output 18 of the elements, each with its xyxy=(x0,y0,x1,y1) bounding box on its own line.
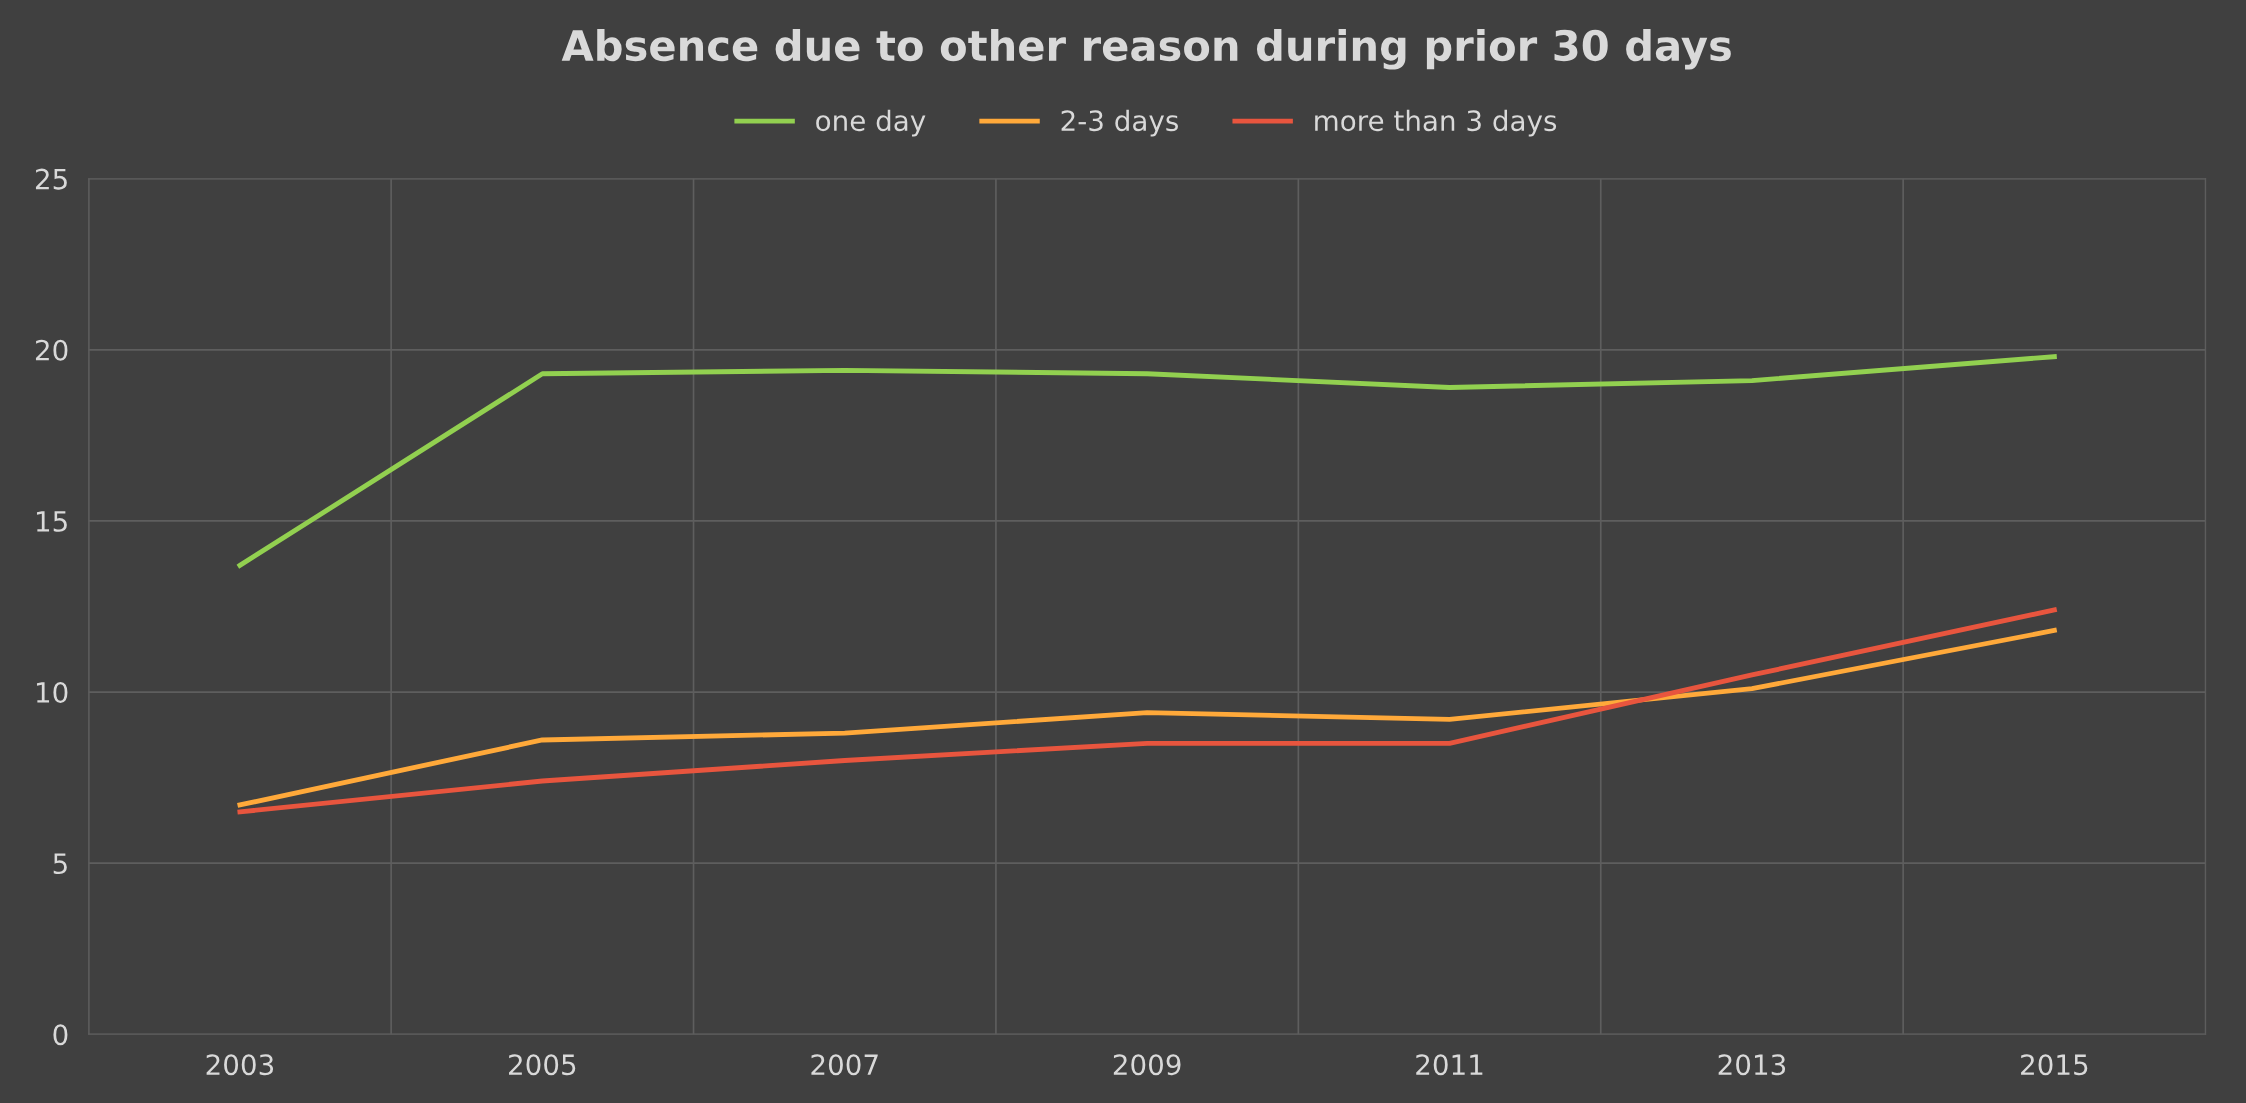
x-tick-label: 2009 xyxy=(1113,1054,1181,1076)
chart-title: Absence due to other reason during prior 30 days xyxy=(561,28,1731,70)
x-tick-label: 2013 xyxy=(1718,1054,1786,1076)
y-tick-label: 20 xyxy=(35,339,68,361)
y-tick-label: 25 xyxy=(35,168,67,190)
y-tick-label: 15 xyxy=(36,511,67,532)
x-tick-label: 2015 xyxy=(2021,1054,2088,1076)
x-tick-label: 2005 xyxy=(509,1054,576,1076)
y-tick-label: 0 xyxy=(53,1024,68,1046)
x-tick-label: 2003 xyxy=(206,1054,274,1076)
y-tick-label: 5 xyxy=(53,853,67,875)
y-tick-label: 10 xyxy=(36,681,68,703)
legend-label: more than 3 days xyxy=(1315,109,1557,137)
x-tick-label: 2011 xyxy=(1416,1054,1483,1076)
line-series xyxy=(237,354,2057,568)
x-tick-label: 2007 xyxy=(811,1054,878,1076)
legend-label: one day xyxy=(816,109,926,137)
legend-label: 2-3 days xyxy=(1061,109,1178,137)
